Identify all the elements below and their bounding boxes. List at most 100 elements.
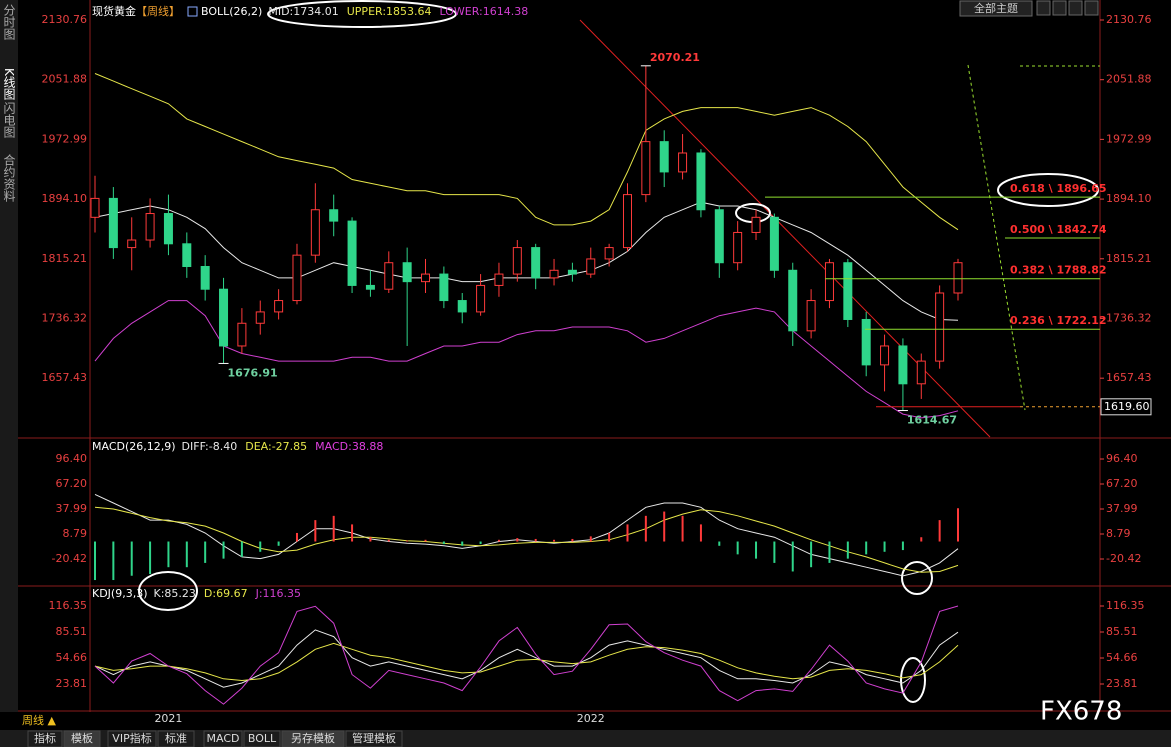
- candle-body: [861, 318, 871, 366]
- indicator-line: [94, 642, 959, 682]
- legend-text: 现货黄金: [92, 4, 136, 18]
- candle-body: [145, 213, 155, 241]
- y-tick-label: 1657.43: [42, 371, 88, 384]
- candle-body: [788, 269, 798, 332]
- candle-body: [329, 209, 339, 222]
- candle-body: [935, 292, 945, 362]
- candle-body: [678, 152, 688, 173]
- candle-body: [219, 288, 229, 347]
- theme-button-label[interactable]: 全部主题: [974, 1, 1018, 15]
- bottom-tab-label[interactable]: 管理模板: [352, 731, 396, 745]
- highlight-ellipse: [997, 173, 1099, 207]
- candle-body: [843, 262, 853, 320]
- candle-body: [586, 258, 596, 275]
- legend-text: KDJ(9,3,3): [92, 587, 148, 600]
- indicator-icon: [187, 6, 198, 17]
- candle-body: [549, 269, 559, 279]
- icon-button[interactable]: [1036, 0, 1051, 16]
- candle-body: [237, 322, 247, 347]
- indicator-line: [94, 629, 959, 688]
- bottom-tab[interactable]: [281, 730, 345, 747]
- y-tick-label: 116.35: [49, 599, 88, 612]
- bottom-tab-label[interactable]: MACD: [207, 732, 240, 745]
- legend-text: DIFF:-8.40: [182, 440, 238, 453]
- x-tick-label: 2021: [154, 712, 182, 725]
- bottom-tab-label[interactable]: 模板: [71, 731, 93, 745]
- y-tick-label: 85.51: [1106, 625, 1138, 638]
- icon-button[interactable]: [1052, 0, 1067, 16]
- y-tick-label: 1972.99: [1106, 132, 1152, 145]
- side-tab[interactable]: 闪电图: [2, 102, 16, 138]
- y-tick-label: 67.20: [1106, 477, 1138, 490]
- bottom-tab[interactable]: [63, 730, 101, 747]
- candle-body: [457, 300, 467, 313]
- candle-body: [292, 254, 302, 302]
- projection-line: [967, 64, 1026, 411]
- side-tab[interactable]: 分时图: [2, 4, 16, 40]
- x-tick-label: 2022: [577, 712, 605, 725]
- candle-body: [641, 141, 651, 196]
- candle-body: [163, 213, 173, 245]
- candle-body: [439, 273, 449, 302]
- fib-label: 0.382 \ 1788.82: [1010, 264, 1107, 277]
- annotation-label: 2070.21: [650, 51, 700, 64]
- bottom-tab-label[interactable]: VIP指标: [112, 731, 151, 745]
- highlight-ellipse: [138, 571, 198, 611]
- y-tick-label: 23.81: [1106, 677, 1138, 690]
- y-tick-label: 8.79: [63, 527, 88, 540]
- price-box-label: 1619.60: [1104, 400, 1150, 413]
- side-bar: [0, 0, 18, 712]
- candle-body: [200, 266, 210, 290]
- candle-body: [880, 345, 890, 366]
- legend-text: DEA:-27.85: [245, 440, 307, 453]
- y-tick-label: 1894.10: [42, 192, 88, 205]
- candle-body: [108, 197, 118, 249]
- legend-text: UPPER:1853.64: [347, 5, 432, 18]
- candle-body: [714, 209, 724, 264]
- candle-body: [274, 300, 284, 313]
- fib-label: 0.236 \ 1722.12: [1010, 314, 1107, 327]
- bottom-tab[interactable]: [345, 730, 403, 747]
- legend-text: 【周线】: [136, 4, 180, 18]
- y-tick-label: 8.79: [1106, 527, 1131, 540]
- candle-body: [512, 247, 522, 275]
- annotation-label: 1614.67: [907, 414, 957, 427]
- candle-body: [953, 262, 963, 294]
- bottom-tab[interactable]: [27, 730, 63, 747]
- price-box: [1100, 398, 1152, 416]
- y-tick-label: 1972.99: [42, 132, 88, 145]
- candle-body: [898, 345, 908, 385]
- y-tick-label: 2130.76: [42, 13, 88, 26]
- y-tick-label: 67.20: [56, 477, 88, 490]
- indicator-line: [94, 506, 959, 573]
- bottom-tab[interactable]: [243, 730, 281, 747]
- side-tab[interactable]: K线图: [2, 68, 16, 100]
- bottom-tab[interactable]: [157, 730, 195, 747]
- y-tick-label: 37.99: [1106, 502, 1138, 515]
- candle-body: [127, 239, 137, 249]
- y-tick-label: 96.40: [1106, 452, 1138, 465]
- bottom-tab[interactable]: [107, 730, 157, 747]
- candle-body: [421, 273, 431, 283]
- bottom-tab-label[interactable]: 指标: [34, 731, 56, 745]
- bottom-tab-label[interactable]: BOLL: [248, 732, 277, 745]
- candle-body: [384, 262, 394, 290]
- bottom-tab-label[interactable]: 标准: [165, 731, 187, 745]
- candle-body: [769, 216, 779, 271]
- period-button[interactable]: 周线 ▲: [22, 713, 56, 727]
- y-tick-label: 1815.21: [1106, 252, 1152, 265]
- indicator-line: [94, 201, 959, 321]
- candle-body: [733, 231, 743, 264]
- side-tab[interactable]: 合约资料: [2, 153, 16, 202]
- icon-button[interactable]: [1068, 0, 1083, 16]
- indicator-line: [94, 73, 959, 231]
- legend-text: BOLL(26,2): [201, 5, 262, 18]
- candle-body: [604, 247, 614, 260]
- icon-button[interactable]: [1084, 0, 1099, 16]
- y-tick-label: 2051.88: [42, 73, 88, 86]
- bottom-tab[interactable]: [203, 730, 243, 747]
- bottom-tab-label[interactable]: 另存模板: [291, 731, 335, 745]
- theme-button[interactable]: [959, 0, 1033, 17]
- y-tick-label: 54.66: [56, 651, 88, 664]
